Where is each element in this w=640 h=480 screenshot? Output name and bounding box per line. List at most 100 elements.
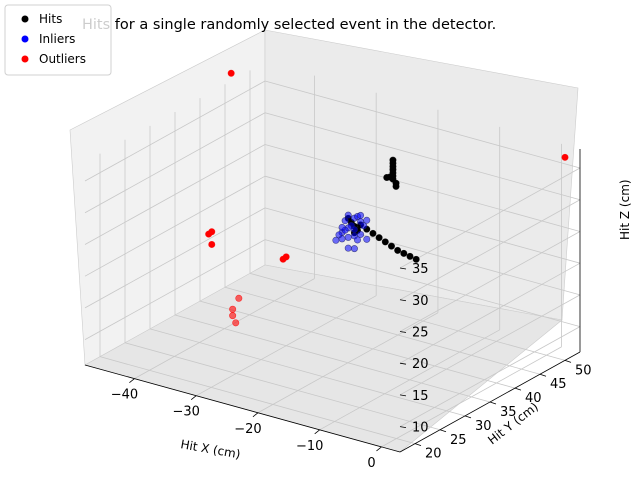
- y-tick-mark: [564, 359, 572, 363]
- inliers-point: [344, 211, 352, 219]
- y-tick-mark: [514, 387, 522, 391]
- y-tick-label: 40: [525, 391, 542, 406]
- outliers-point: [561, 153, 569, 161]
- inliers-point: [357, 211, 365, 219]
- data-points: [205, 69, 569, 327]
- legend-marker-hits: [21, 15, 29, 23]
- outliers-point: [227, 69, 235, 77]
- z-gridline-back: [264, 112, 581, 201]
- z-gridline-back: [264, 175, 581, 264]
- y-tick-label: 35: [500, 405, 517, 420]
- legend-box: [4, 4, 112, 76]
- inliers-point: [357, 230, 365, 238]
- outliers-point: [229, 312, 237, 320]
- outliers-point: [205, 230, 213, 238]
- legend: Hits Inliers Outliers: [4, 4, 112, 76]
- y-tick-label: 25: [450, 433, 467, 448]
- y-tick-label: 20: [425, 447, 442, 462]
- z-gridline-left: [84, 207, 266, 309]
- inliers-point: [360, 222, 368, 230]
- z-gridline-right: [399, 294, 581, 396]
- hits-point: [369, 229, 377, 237]
- z-gridline-left: [84, 112, 266, 214]
- z-tick-label: 20: [412, 357, 429, 372]
- hits-point: [375, 234, 383, 242]
- x-tick-label: −30: [172, 405, 199, 420]
- z-gridline-back: [264, 80, 581, 169]
- x-tick-mark: [314, 429, 320, 435]
- z-gridline-left: [84, 80, 266, 182]
- z-gridline-right: [399, 167, 581, 269]
- z-tick-mark: [399, 394, 407, 397]
- x-tick-label: −10: [296, 439, 323, 454]
- z-tick-label: 25: [412, 325, 429, 340]
- outliers-point: [279, 255, 287, 263]
- x-axis-label: Hit X (cm): [179, 437, 241, 461]
- chart-title: Hits for a single randomly selected even…: [82, 17, 496, 33]
- z-gridline-right: [399, 231, 581, 332]
- hits-point: [394, 246, 402, 254]
- outliers-point: [208, 240, 216, 248]
- hits-point: [381, 238, 389, 246]
- y-gridline-floor: [224, 286, 541, 375]
- legend-label-outliers: Outliers: [39, 52, 86, 66]
- z-tick-mark: [399, 426, 407, 429]
- legend-marker-outliers: [21, 55, 29, 63]
- y-tick-mark: [414, 443, 422, 447]
- y-tick-label: 30: [475, 419, 492, 434]
- z-tick-mark: [399, 267, 407, 270]
- legend-label-hits: Hits: [39, 12, 62, 26]
- z-tick-label: 10: [412, 421, 429, 436]
- y-tick-mark: [539, 373, 547, 377]
- z-gridline-back: [264, 239, 581, 328]
- y-axis-line: [399, 351, 581, 453]
- x-tick-label: −40: [111, 388, 138, 403]
- legend-label-inliers: Inliers: [39, 32, 75, 46]
- y-tick-mark: [489, 401, 497, 405]
- y-tick-mark: [464, 415, 472, 419]
- hits-point: [392, 182, 400, 190]
- inliers-point: [350, 245, 358, 253]
- z-gridline-back: [264, 207, 581, 296]
- z-gridline-left: [84, 144, 266, 245]
- x-axis-line: [84, 364, 401, 453]
- inliers-point: [344, 244, 352, 252]
- hits-point: [386, 173, 394, 181]
- hits-point: [387, 242, 395, 250]
- inliers-point: [344, 233, 352, 241]
- hits-point: [406, 252, 414, 260]
- y-tick-label: 50: [575, 363, 592, 378]
- z-tick-label: 35: [412, 262, 429, 277]
- x-tick-mark: [252, 412, 259, 418]
- z-tick-mark: [399, 299, 407, 302]
- z-tick-mark: [399, 362, 407, 365]
- x-tick-mark: [190, 395, 197, 401]
- inliers-point: [353, 236, 361, 244]
- y-gridline-floor: [199, 300, 516, 389]
- inliers-point: [332, 236, 340, 244]
- inliers-point: [338, 235, 346, 243]
- outliers-point: [232, 319, 240, 327]
- x-tick-mark: [129, 378, 135, 383]
- z-gridline-right: [399, 262, 581, 364]
- inliers-point: [350, 226, 358, 234]
- inliers-point: [363, 216, 371, 224]
- grid-lines: [84, 70, 581, 448]
- hits-point: [412, 255, 420, 263]
- y-gridline-floor: [149, 328, 466, 417]
- inliers-point: [341, 217, 349, 225]
- z-tick-label: 15: [412, 389, 429, 404]
- y-gridline-floor: [174, 314, 491, 403]
- y-gridline-floor: [249, 272, 566, 361]
- z-gridline-back: [264, 144, 581, 232]
- legend-marker-inliers: [21, 35, 29, 43]
- x-tick-label: 0: [367, 456, 375, 471]
- z-gridline-right: [399, 326, 581, 427]
- z-gridline-left: [84, 239, 266, 340]
- inliers-point: [338, 223, 346, 231]
- outliers-point: [229, 305, 237, 313]
- axes: −40 −30 −20 −10 0 20 25 30 35 40 45 50 10 15 20 25 30 35: [84, 149, 592, 471]
- z-axis-label: Hit Z (cm): [618, 179, 632, 240]
- y-gridline-floor: [99, 356, 416, 445]
